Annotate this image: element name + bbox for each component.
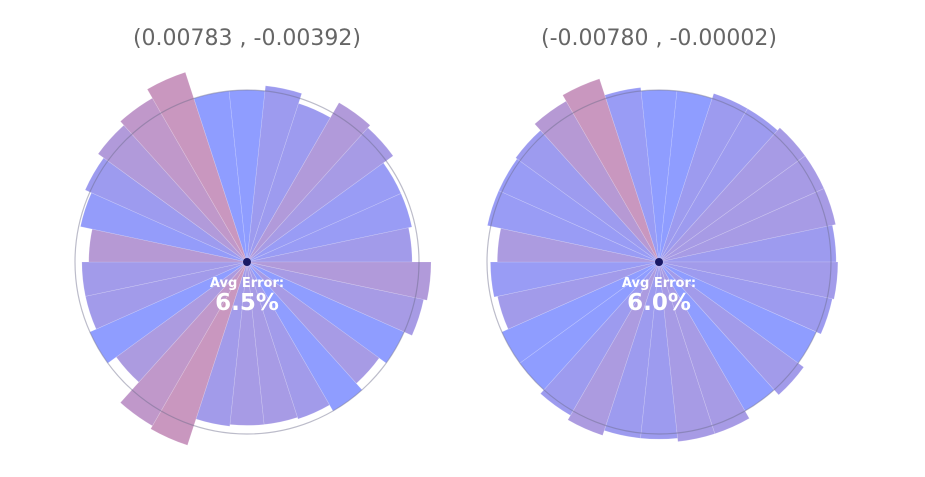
polar-bar <box>146 71 248 263</box>
chart-1-svg: Avg Error:6.5% <box>74 71 432 446</box>
polar-bar <box>658 261 775 412</box>
polar-bar <box>85 261 248 330</box>
polar-bar <box>498 158 660 263</box>
avg-error-value: 6.0% <box>627 290 691 316</box>
polar-bar <box>658 261 716 442</box>
polar-bar <box>119 97 248 263</box>
polar-bar <box>567 261 660 436</box>
polar-bar <box>658 90 713 263</box>
polar-bar <box>88 228 248 263</box>
polar-bar <box>562 78 660 263</box>
polar-bar <box>246 261 432 301</box>
polar-bar <box>540 261 660 416</box>
polar-bar <box>89 261 248 364</box>
chart-title: (-0.00780 , -0.00002) <box>541 26 777 51</box>
chart-title: (0.00783 , -0.00392) <box>132 26 362 51</box>
polar-bar <box>150 261 248 446</box>
polar-bar <box>604 87 660 263</box>
polar-bar <box>658 155 825 263</box>
polar-bar <box>228 89 266 263</box>
polar-bar <box>603 261 660 439</box>
polar-bar <box>497 228 660 263</box>
polar-bar <box>81 261 248 297</box>
polar-bar <box>119 261 248 427</box>
polar-bar <box>534 100 660 263</box>
polar-bar <box>658 261 833 335</box>
center-dot <box>243 258 251 266</box>
polar-bar <box>640 89 678 263</box>
polar-bar <box>515 129 660 263</box>
center-dot <box>655 258 663 266</box>
polar-bar <box>658 188 837 263</box>
polar-bar <box>84 157 248 263</box>
polar-bar <box>246 261 363 412</box>
polar-chart-1: (0.00783 , -0.00392) Avg Error: 6.5% <box>47 0 447 477</box>
polar-bar <box>229 261 265 426</box>
polar-bar <box>246 261 380 384</box>
polar-bar <box>246 261 298 425</box>
polar-bar <box>658 93 748 263</box>
polar-bar <box>246 261 330 420</box>
avg-error-value: 6.5% <box>215 290 279 316</box>
polar-bar <box>193 90 248 263</box>
polar-bar <box>658 261 750 435</box>
polar-bar <box>501 261 660 364</box>
polar-bar <box>246 85 303 263</box>
polar-bar <box>246 227 413 263</box>
polar-bar <box>490 261 660 298</box>
polar-bar <box>246 261 405 364</box>
polar-bar <box>246 102 371 263</box>
reference-circle <box>486 89 832 435</box>
avg-error-label: Avg Error: <box>210 276 284 291</box>
polar-bar <box>519 261 660 391</box>
polar-chart-2: (-0.00780 , -0.00002) Avg Error: 6.0% <box>459 0 859 477</box>
polar-bar <box>658 224 837 263</box>
avg-error-label: Avg Error: <box>622 276 696 291</box>
polar-bar <box>246 261 425 336</box>
polar-bar <box>246 127 394 263</box>
polar-bar <box>658 127 806 263</box>
polar-bar <box>640 261 678 440</box>
reference-circle <box>74 89 420 435</box>
polar-bar <box>658 261 817 364</box>
polar-bar <box>80 192 248 263</box>
polar-bar <box>246 162 402 263</box>
polar-bar <box>658 108 778 263</box>
polar-bar <box>658 261 839 300</box>
polar-bar <box>497 261 660 330</box>
polar-bar <box>97 124 248 263</box>
polar-bar <box>115 261 248 383</box>
polar-bar <box>658 261 805 396</box>
polar-bar <box>246 193 413 263</box>
polar-bar <box>487 190 660 263</box>
polar-bar <box>246 102 331 263</box>
polar-bar <box>195 261 248 427</box>
chart-2-svg: Avg Error:6.0% <box>486 78 839 442</box>
